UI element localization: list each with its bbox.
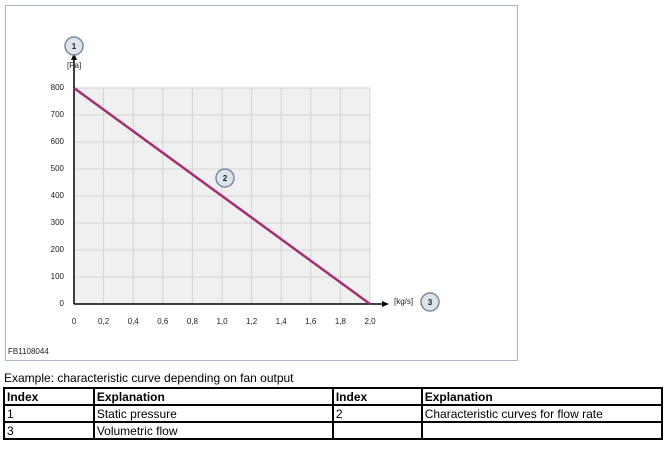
- y-tick-label: 400: [51, 191, 65, 200]
- table-cell: 3: [3, 421, 95, 440]
- callout-label: 3: [428, 298, 433, 307]
- table-cell: 1: [3, 404, 95, 423]
- table-cell: Static pressure: [92, 404, 334, 423]
- table-row: Index Explanation Index Explanation: [3, 387, 664, 406]
- figure: FB1108044 0 100 200 300 400 500 600 700 800 0 0,2 0…: [5, 5, 518, 361]
- callout: [64, 36, 84, 56]
- x-tick-label: 0,2: [98, 317, 110, 326]
- x-axis-label: [kg/s]: [394, 297, 413, 306]
- x-tick-label: 0: [72, 317, 77, 326]
- y-tick-label: 600: [51, 137, 65, 146]
- table-cell: Explanation: [92, 387, 334, 406]
- table-cell: Characteristic curves for flow rate: [420, 404, 664, 423]
- x-tick-label: 1,8: [335, 317, 347, 326]
- x-tick-label: 0,6: [157, 317, 169, 326]
- callout-label: 1: [72, 42, 77, 51]
- y-tick-label: 200: [51, 245, 65, 254]
- y-tick-label: 300: [51, 218, 65, 227]
- y-tick-label: 0: [60, 299, 65, 308]
- x-tick-label: 0,4: [128, 317, 140, 326]
- y-tick-label: 800: [51, 83, 65, 92]
- line: [73, 86, 371, 306]
- x-tick-label: 1,4: [276, 317, 288, 326]
- axis-arrow: [71, 53, 77, 60]
- callout-label: 2: [223, 174, 228, 183]
- y-tick-label: 100: [51, 272, 65, 281]
- x-tick-label: 2,0: [364, 317, 376, 326]
- x-tick-label: 1,2: [246, 317, 258, 326]
- x-tick-label: 1,6: [305, 317, 317, 326]
- axis-arrow: [382, 301, 389, 307]
- callout: [215, 168, 235, 188]
- caption: Example: characteristic curve depending …: [4, 371, 294, 385]
- y-axis-label: [Pa]: [67, 61, 81, 70]
- y-tick-label: 500: [51, 164, 65, 173]
- table-cell: Explanation: [420, 387, 664, 406]
- table-row: 1 Static pressure 2 Characteristic curves f…: [3, 404, 664, 423]
- x-tick-label: 0,8: [187, 317, 199, 326]
- table-cell: Volumetric flow: [92, 421, 334, 440]
- x-tick-label: 1,0: [216, 317, 228, 326]
- figure-id: FB1108044: [8, 347, 49, 356]
- table-cell: Index: [331, 387, 423, 406]
- table-cell: 2: [331, 404, 423, 423]
- table: Index Explanation Index Explanation 1 Static …: [3, 387, 664, 440]
- table-cell: [331, 421, 423, 440]
- table-row: 3 Volumetric flow: [3, 421, 664, 440]
- table-cell: Index: [3, 387, 95, 406]
- table-cell: [420, 421, 664, 440]
- y-tick-label: 700: [51, 110, 65, 119]
- callout: [420, 292, 440, 312]
